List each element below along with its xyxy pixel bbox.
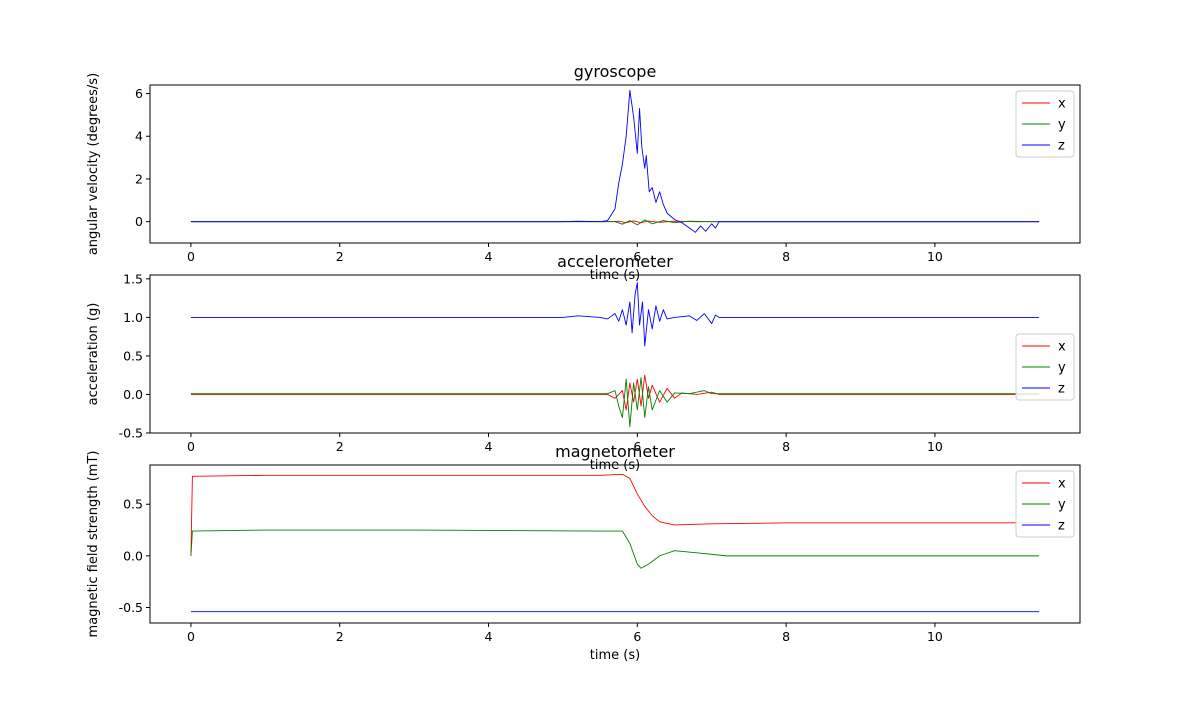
accelerometer-panel: 0 2 4 6 8 10-0.50.00.51.01.5accelerometertime… xyxy=(86,252,1081,473)
accelerometer-legend-label-y: y xyxy=(1058,361,1066,376)
accelerometer-legend-label-z: z xyxy=(1058,382,1065,397)
gyroscope-xtick-label: 10 xyxy=(927,249,943,264)
accelerometer-title: accelerometer xyxy=(557,252,673,271)
accelerometer-xtick-label: 8 xyxy=(782,439,790,454)
magnetometer-axes-frame xyxy=(149,464,1081,624)
magnetometer-xtick-label: 2 xyxy=(336,629,344,644)
accelerometer-ytick-label: 0.0 xyxy=(123,387,143,402)
accelerometer-series-z-line xyxy=(190,282,1040,347)
magnetometer-ytick-label: 0.0 xyxy=(123,548,143,563)
accelerometer-xtick-label: 10 xyxy=(927,439,943,454)
magnetometer-series-x-line xyxy=(190,473,1040,556)
accelerometer-xtick-label: 0 xyxy=(187,439,195,454)
magnetometer-xtick-label: 0 xyxy=(187,629,195,644)
magnetometer-legend-label-y: y xyxy=(1058,498,1066,513)
magnetometer-series-y-line xyxy=(190,529,1040,569)
gyroscope-legend-label-z: z xyxy=(1058,139,1065,154)
accelerometer-ytick-label: 1.5 xyxy=(123,271,143,286)
magnetometer-ytick-label: -0.5 xyxy=(119,600,143,615)
gyroscope-axes-frame xyxy=(149,84,1081,244)
accelerometer-ylabel: acceleration (g) xyxy=(86,303,101,406)
magnetometer-plot-area xyxy=(190,473,1040,613)
accelerometer-series-y-line xyxy=(190,377,1040,428)
gyroscope-series-y-line xyxy=(190,219,1040,226)
accelerometer-legend-label-x: x xyxy=(1058,340,1066,355)
magnetometer-ylabel: magnetic field strength (mT) xyxy=(86,451,101,638)
magnetometer-legend-label-x: x xyxy=(1058,477,1066,492)
accelerometer-xtick-label: 2 xyxy=(336,439,344,454)
gyroscope-ytick-label: 4 xyxy=(135,129,143,144)
accelerometer-axes-frame xyxy=(149,274,1081,434)
accelerometer-plot-area xyxy=(190,282,1040,428)
accelerometer-ytick-label: 1.0 xyxy=(123,310,143,325)
gyroscope-plot-area xyxy=(190,89,1040,233)
accelerometer-ytick-label: -0.5 xyxy=(119,426,143,441)
magnetometer-title: magnetometer xyxy=(555,442,675,461)
accelerometer-xtick-label: 4 xyxy=(485,439,493,454)
magnetometer-panel: 0 2 4 6 8 10 -0.5 0.0 0.5 magnetometer time (s) mag… xyxy=(86,442,1081,663)
gyroscope-ytick-label: 2 xyxy=(135,171,143,186)
magnetometer-xlabel: time (s) xyxy=(590,648,640,663)
accelerometer-series-x-line xyxy=(190,374,1040,411)
gyroscope-xtick-label: 2 xyxy=(336,249,344,264)
gyroscope-legend-label-y: y xyxy=(1058,118,1066,133)
magnetometer-legend-label-z: z xyxy=(1058,519,1065,534)
accelerometer-xtick-label: 6 xyxy=(633,439,641,454)
magnetometer-xtick-label: 4 xyxy=(485,629,493,644)
gyroscope-ytick-label: 6 xyxy=(135,86,143,101)
magnetometer-legend: xyz xyxy=(1015,470,1075,538)
accelerometer-legend: xyz xyxy=(1015,333,1075,401)
magnetometer-xtick-label: 6 xyxy=(633,629,641,644)
gyroscope-series-z-line xyxy=(190,89,1040,233)
gyroscope-xtick-label: 8 xyxy=(782,249,790,264)
gyroscope-xtick-label: 4 xyxy=(485,249,493,264)
gyroscope-xtick-label: 6 xyxy=(633,249,641,264)
gyroscope-legend-label-x: x xyxy=(1058,97,1066,112)
gyroscope-xtick-label: 0 xyxy=(187,249,195,264)
magnetometer-ytick-label: 0.5 xyxy=(123,497,143,512)
accelerometer-ytick-label: 0.5 xyxy=(123,348,143,363)
gyroscope-legend: xyz xyxy=(1015,90,1075,158)
magnetometer-xtick-label: 8 xyxy=(782,629,790,644)
gyroscope-title: gyroscope xyxy=(574,62,657,81)
gyroscope-ytick-label: 0 xyxy=(135,214,143,229)
magnetometer-xtick-label: 10 xyxy=(927,629,943,644)
gyroscope-ylabel: angular velocity (degrees/s) xyxy=(86,73,101,255)
